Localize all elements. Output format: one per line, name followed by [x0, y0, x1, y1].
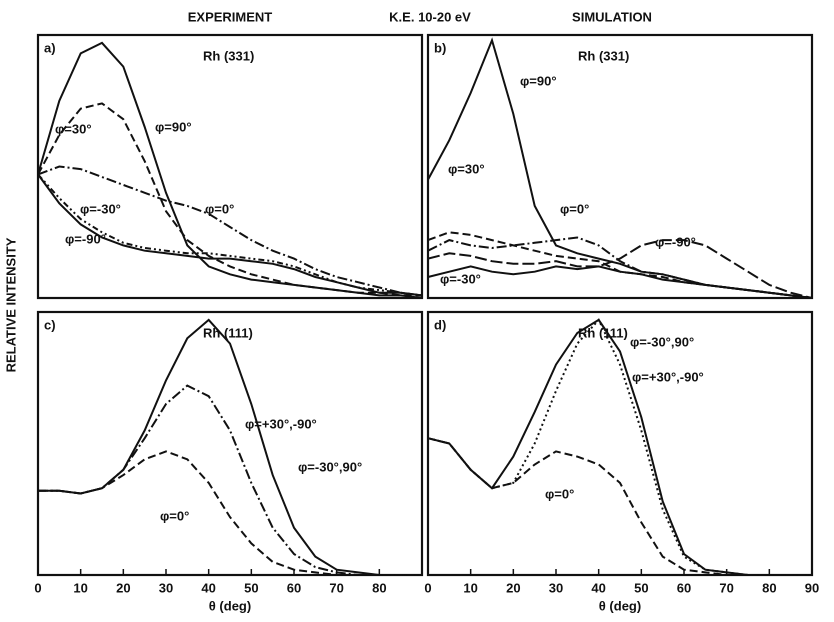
x-tick-label: 50 [244, 580, 258, 595]
series-line [427, 265, 813, 299]
series-line [38, 384, 422, 576]
panel-frame [36, 33, 424, 300]
series-line [427, 239, 813, 299]
x-tick-label: 50 [634, 580, 648, 595]
y-axis-label: RELATIVE INTENSITY [3, 237, 18, 372]
series-label: φ=0° [545, 486, 574, 501]
series-label: φ=-90° [655, 234, 696, 249]
series-label: φ=+30°,-90° [632, 369, 704, 384]
x-tick-label: 10 [463, 580, 477, 595]
x-tick-label: 0 [424, 580, 431, 595]
x-tick-label: 20 [116, 580, 130, 595]
header-right: SIMULATION [572, 9, 652, 24]
x-tick-label: 80 [372, 580, 386, 595]
series-line [38, 318, 422, 576]
series-label: φ=-90° [65, 231, 106, 246]
x-tick-label: 60 [287, 580, 301, 595]
series-line [37, 41, 423, 299]
series-label: φ=-30° [440, 271, 481, 286]
series-label: φ=-30° [80, 201, 121, 216]
x-tick-label: 10 [73, 580, 87, 595]
panel-frame [36, 310, 424, 577]
series-line [427, 437, 812, 576]
series-label: φ=0° [160, 508, 189, 523]
x-tick-label: 80 [762, 580, 776, 595]
series-line [427, 236, 813, 299]
series-line [427, 231, 813, 299]
series-label: φ=90° [155, 119, 192, 134]
annotation: Rh (111) [578, 325, 628, 340]
x-tick-label: 90 [805, 580, 819, 595]
annotation: Rh (331) [203, 48, 254, 63]
panel-label: d) [434, 317, 446, 332]
panel-label: c) [44, 317, 56, 332]
series-line [427, 318, 812, 576]
x-tick-label: 30 [159, 580, 173, 595]
x-tick-label: 40 [591, 580, 605, 595]
series-label: φ=90° [520, 73, 557, 88]
series-line [37, 173, 423, 297]
panel-frame [426, 310, 814, 577]
x-tick-label: 20 [506, 580, 520, 595]
header-center: K.E. 10-20 eV [389, 9, 471, 24]
series-label: φ=0° [205, 201, 234, 216]
series-line [37, 102, 422, 297]
annotation: Rh (331) [578, 48, 629, 63]
series-label: φ=30° [55, 121, 92, 136]
panel-label: b) [434, 40, 446, 55]
x-tick-label: 0 [34, 580, 41, 595]
x-tick-label: 30 [549, 580, 563, 595]
series-label: φ=0° [560, 201, 589, 216]
series-line [427, 318, 812, 576]
series-label: φ=30° [448, 161, 485, 176]
x-tick-label: 40 [201, 580, 215, 595]
x-axis-label: θ (deg) [209, 598, 251, 613]
panel-label: a) [44, 40, 56, 55]
x-axis-label: θ (deg) [599, 598, 641, 613]
panel-frame [426, 33, 814, 300]
annotation: Rh (111) [203, 325, 253, 340]
x-tick-label: 60 [677, 580, 691, 595]
series-line [37, 173, 423, 297]
series-label: φ=-30°,90° [298, 459, 362, 474]
header-left: EXPERIMENT [188, 9, 273, 24]
series-label: φ=+30°,-90° [245, 416, 317, 431]
series-label: φ=-30°,90° [630, 334, 694, 349]
x-tick-label: 70 [719, 580, 733, 595]
x-tick-label: 70 [329, 580, 343, 595]
series-line [38, 450, 422, 576]
series-line [37, 165, 423, 297]
